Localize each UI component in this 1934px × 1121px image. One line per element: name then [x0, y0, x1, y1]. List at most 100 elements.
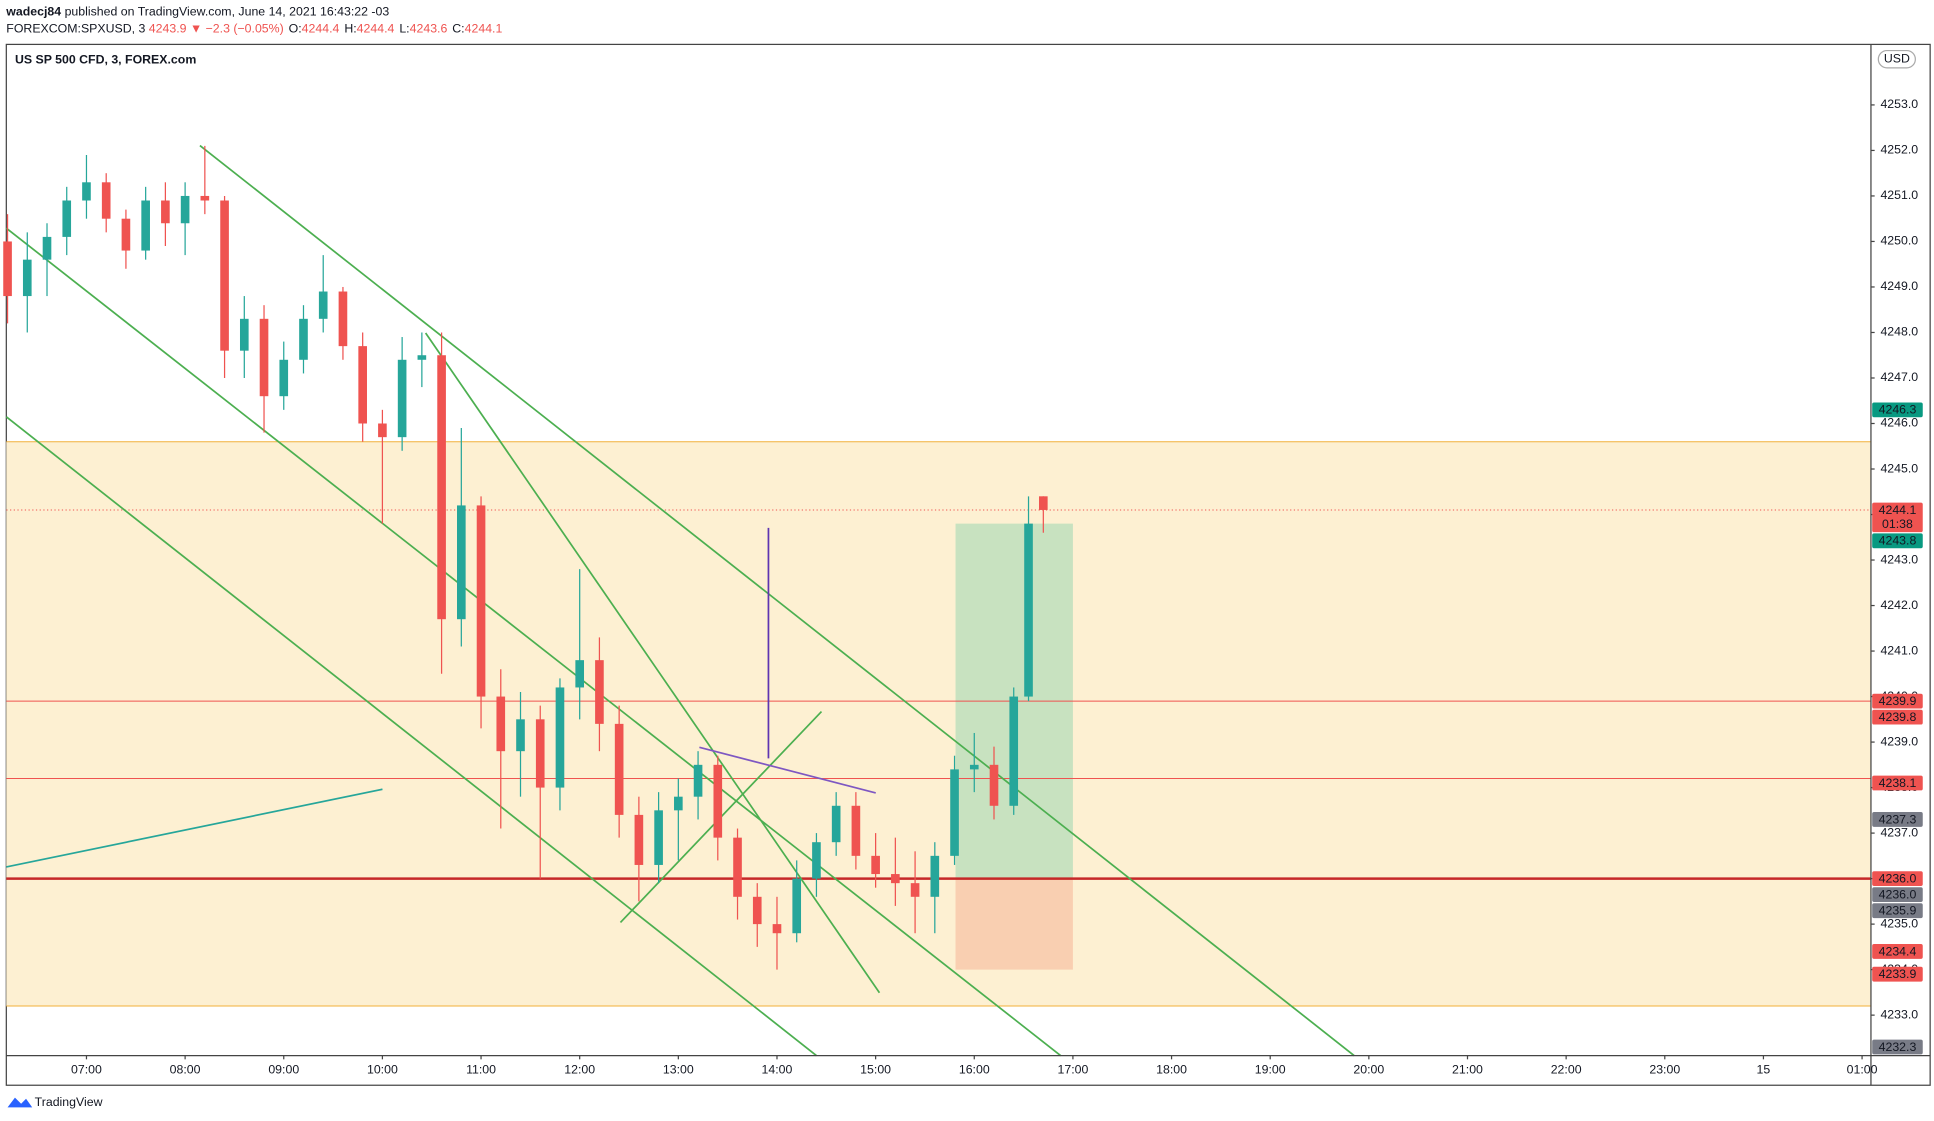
y-tick-label: 4249.0 — [1880, 279, 1918, 293]
x-tick-label: 07:00 — [71, 1063, 102, 1077]
candle-body — [989, 764, 999, 806]
trend-line — [5, 416, 818, 1057]
candle-body — [950, 769, 959, 856]
symbol-legend: FOREXCOM:SPXUSD, 3 4243.9 ▼ −2.3 (−0.05%… — [6, 22, 502, 36]
currency-button[interactable] — [1877, 49, 1916, 69]
field-value: 4243.6 — [410, 22, 448, 36]
candle-body — [1039, 496, 1048, 510]
candle-body — [220, 200, 229, 351]
zone — [6, 441, 1871, 1007]
x-tick-label: 19:00 — [1255, 1063, 1286, 1077]
candle-body — [535, 719, 545, 788]
candle-body — [516, 719, 525, 752]
candle-body — [496, 696, 506, 752]
candle-body — [437, 355, 446, 620]
candle-body — [634, 814, 644, 865]
price-tag-label: 4234.4 — [1879, 944, 1917, 958]
candle-body — [279, 359, 289, 397]
candle-body — [575, 660, 585, 688]
last: 4243.9 — [149, 22, 187, 36]
candle-body — [713, 764, 723, 838]
candle-body — [969, 764, 979, 770]
price-tag-label: 4233.9 — [1879, 967, 1917, 981]
price-tag — [1872, 533, 1923, 549]
price-tag-label: 4236.0 — [1879, 871, 1917, 885]
candle-body — [338, 291, 348, 347]
price-tag — [1872, 903, 1923, 919]
y-tick-label: 4243.0 — [1880, 552, 1918, 566]
currency[interactable]: USD — [1884, 51, 1910, 65]
x-tick-label: 21:00 — [1452, 1063, 1483, 1077]
x-tick-label: 16:00 — [959, 1063, 990, 1077]
x-tick-label: 09:00 — [268, 1063, 299, 1077]
candle-body — [831, 805, 841, 843]
trend-line — [699, 746, 876, 794]
author[interactable]: wadecj84 — [5, 5, 61, 19]
candle-body — [674, 796, 683, 811]
stop-area — [955, 878, 1073, 970]
y-tick-label: 4239.0 — [1880, 734, 1918, 748]
y-tick-label: 4251.0 — [1880, 188, 1918, 202]
logo — [7, 1097, 33, 1108]
candle-body — [101, 182, 111, 219]
candle-body — [82, 182, 91, 201]
candle-body — [555, 687, 565, 788]
candle-body — [3, 241, 12, 297]
price-tag — [1872, 812, 1923, 827]
price-tag-label: 4244.1 — [1879, 503, 1917, 517]
trend-line — [199, 144, 1355, 1057]
y-tick-label: 4248.0 — [1880, 325, 1918, 339]
candle-body — [891, 874, 900, 884]
y-tick-label: 4250.0 — [1880, 234, 1918, 248]
x-tick-label: 11:00 — [466, 1063, 496, 1077]
candle-body — [693, 764, 703, 797]
x-tick-label: 22:00 — [1551, 1063, 1582, 1077]
candle-body — [654, 810, 663, 865]
field-value: 4244.4 — [357, 22, 395, 36]
price-tag-label: 4237.3 — [1879, 812, 1917, 826]
candle-body — [200, 195, 210, 201]
candle-body — [1009, 696, 1019, 806]
trend-line — [5, 227, 1062, 1057]
candle-body — [22, 259, 32, 297]
x-tick-label: 12:00 — [564, 1063, 595, 1077]
y-tick-label: 4233.0 — [1880, 1007, 1918, 1021]
field-key: H: — [344, 22, 356, 36]
price-tag — [1872, 887, 1923, 903]
countdown: 01:38 — [1882, 517, 1913, 531]
x-tick-label: 20:00 — [1353, 1063, 1384, 1077]
x-tick-label: 23:00 — [1649, 1063, 1680, 1077]
x-tick-label: 14:00 — [762, 1063, 793, 1077]
candle-body — [595, 660, 604, 724]
y-tick-label: 4252.0 — [1880, 143, 1918, 157]
field-value: 4244.4 — [302, 22, 340, 36]
symbol: FOREXCOM:SPXUSD, 3 — [6, 22, 145, 36]
price-tag — [1872, 693, 1923, 709]
price-tag — [1872, 502, 1923, 533]
price-tag — [1872, 871, 1923, 887]
price-tag-label: 4243.8 — [1879, 534, 1917, 548]
brand: TradingView — [35, 1095, 103, 1109]
price-tag-label: 4232.3 — [1879, 1040, 1917, 1054]
price-tag — [1872, 944, 1923, 959]
x-tick-label: 13:00 — [663, 1063, 694, 1077]
candle-body — [417, 355, 427, 360]
y-tick-label: 4241.0 — [1880, 643, 1918, 657]
chart-title: US SP 500 CFD, 3, FOREX.com — [15, 53, 196, 67]
candle-body — [614, 723, 624, 815]
candle-body — [141, 200, 150, 251]
y-tick-label: 4245.0 — [1880, 461, 1918, 475]
field-key: O: — [289, 22, 302, 36]
price-tag — [1872, 402, 1923, 418]
publish-line: wadecj84 published on TradingView.com, J… — [5, 5, 389, 19]
y-tick-label: 4235.0 — [1880, 916, 1918, 930]
y-tick-label: 4253.0 — [1880, 97, 1918, 111]
candle-body — [457, 505, 466, 620]
x-tick-label: 10:00 — [367, 1063, 398, 1077]
candle-body — [752, 896, 762, 925]
field-key: C: — [452, 22, 464, 36]
y-tick-label: 4237.0 — [1880, 825, 1918, 839]
x-tick-label: 08:00 — [170, 1063, 201, 1077]
price-tag-label: 4239.9 — [1879, 694, 1917, 708]
